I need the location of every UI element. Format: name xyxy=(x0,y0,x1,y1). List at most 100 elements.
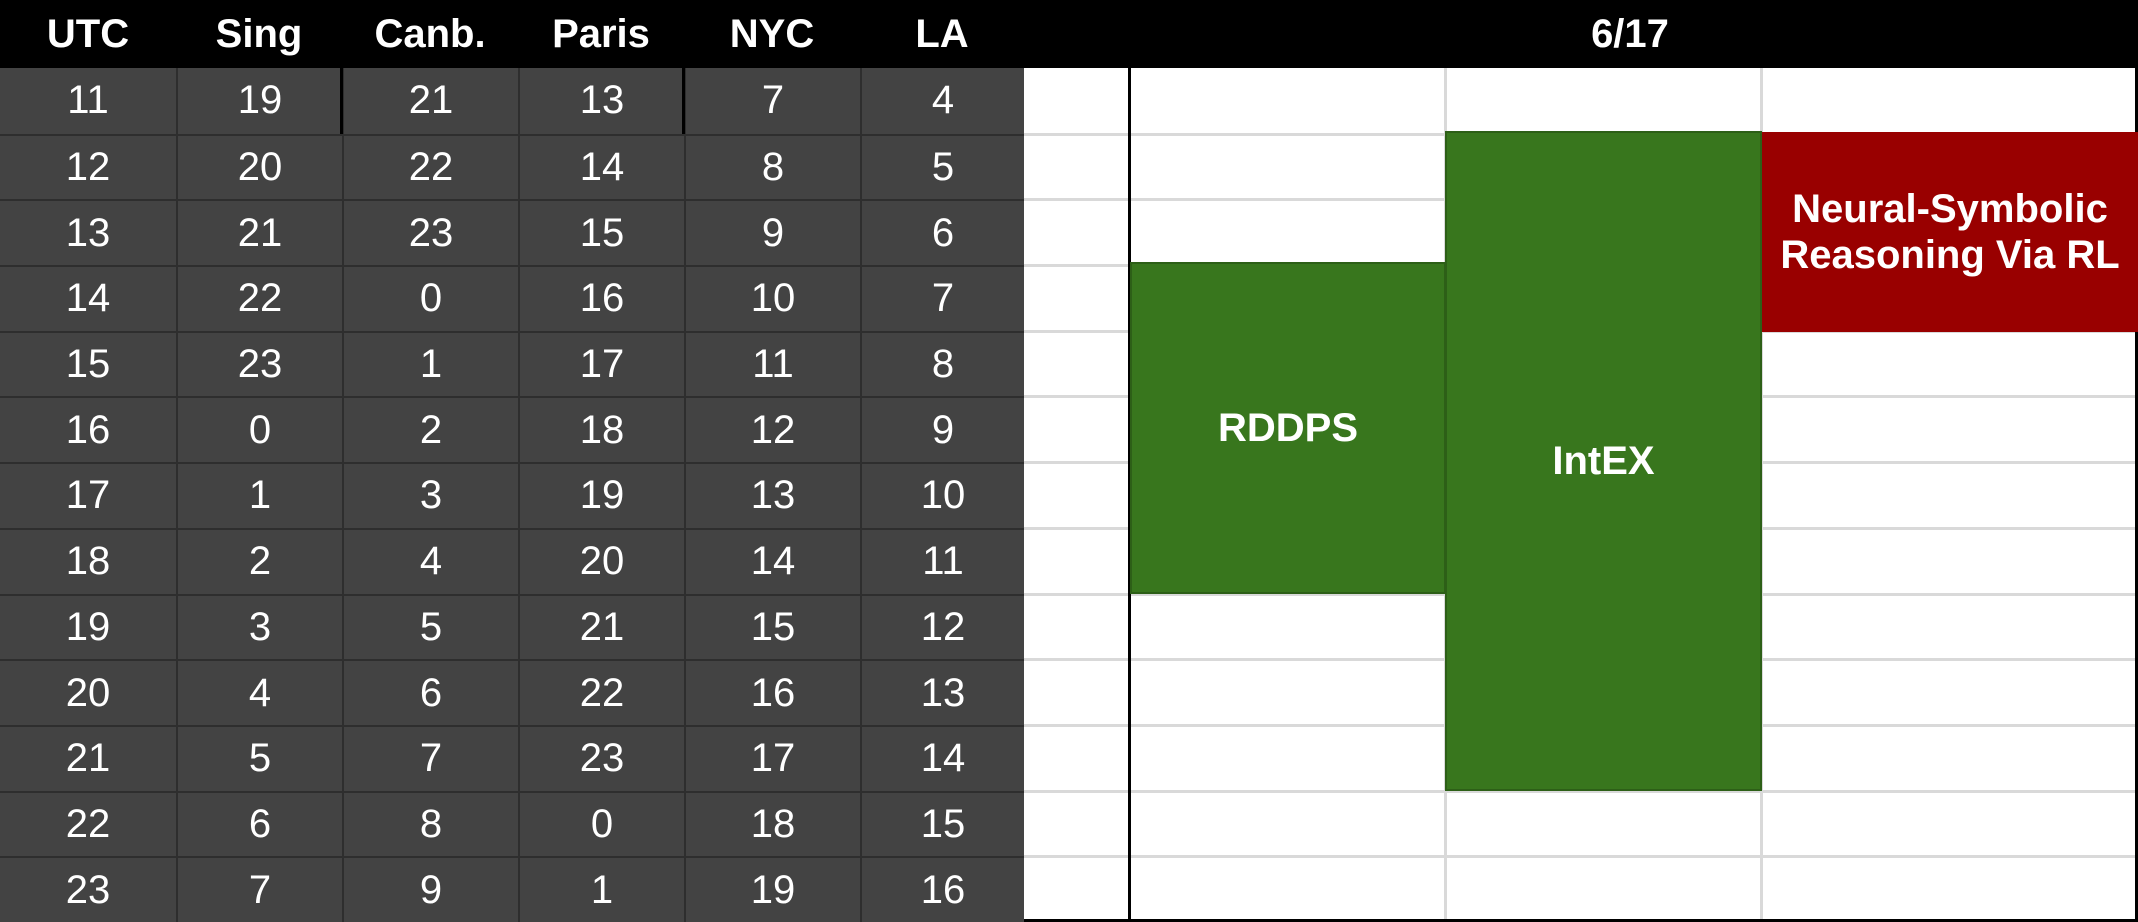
time-row: 17 1 3 19 13 10 xyxy=(0,462,1024,528)
time-cell-paris: 15 xyxy=(518,201,684,266)
session-neural-symbolic-reasoning[interactable]: Neural-Symbolic Reasoning Via RL xyxy=(1762,132,2138,332)
time-cell-la: 10 xyxy=(860,464,1024,528)
time-cell-utc: 16 xyxy=(65,407,111,452)
session-title: IntEX xyxy=(1552,439,1655,483)
header-utc: UTC xyxy=(46,11,130,56)
header-bar: UTC Sing Canb. Paris NYC LA 6/17 xyxy=(0,0,2138,68)
time-cell-nyc: 15 xyxy=(684,595,860,660)
header-canberra: Canb. xyxy=(374,11,486,56)
time-cell-canb: 2 xyxy=(342,398,518,463)
time-cell-utc: 18 xyxy=(65,539,111,584)
time-cell-la: 6 xyxy=(860,201,1024,266)
time-cell-utc: 14 xyxy=(65,276,111,321)
time-cell-paris: 18 xyxy=(518,398,684,463)
time-row: 20 4 6 22 16 13 xyxy=(0,659,1024,725)
time-cell-sing: 20 xyxy=(176,135,342,200)
schedule-divider xyxy=(1128,68,1131,922)
time-cell-la: 4 xyxy=(860,68,1024,134)
time-cell-sing: 19 xyxy=(176,68,342,134)
time-cell-la: 16 xyxy=(860,858,1024,922)
schedule-row-line xyxy=(1024,855,2138,859)
time-cell-la: 15 xyxy=(860,792,1024,857)
time-cell-nyc: 18 xyxy=(684,792,860,857)
time-cell-paris: 13 xyxy=(518,68,684,134)
time-row: 14 22 0 16 10 7 xyxy=(0,265,1024,331)
time-row: 13 21 23 15 9 6 xyxy=(0,199,1024,266)
time-cell-sing: 21 xyxy=(176,201,342,266)
header-la: LA xyxy=(915,11,969,56)
time-cell-utc: 20 xyxy=(65,670,111,715)
time-cell-paris: 16 xyxy=(518,267,684,331)
time-cell-utc: 15 xyxy=(65,342,111,387)
header-date: 6/17 xyxy=(1591,11,1669,56)
header-paris: Paris xyxy=(552,11,650,56)
time-cell-nyc: 13 xyxy=(684,464,860,528)
time-cell-sing: 4 xyxy=(176,661,342,725)
session-intex[interactable]: IntEX xyxy=(1445,131,1762,791)
time-cell-paris: 22 xyxy=(518,661,684,725)
session-title: RDDPS xyxy=(1217,406,1359,450)
time-cell-sing: 7 xyxy=(176,858,342,922)
time-cell-nyc: 17 xyxy=(684,726,860,791)
time-cell-la: 5 xyxy=(860,135,1024,200)
time-cell-canb: 9 xyxy=(342,858,518,922)
time-cell-la: 8 xyxy=(860,332,1024,397)
column-divider xyxy=(340,68,343,134)
time-cell-paris: 0 xyxy=(518,792,684,857)
time-cell-utc: 12 xyxy=(65,145,111,190)
time-row: 11 19 21 13 7 4 xyxy=(0,68,1024,134)
header-sing: Sing xyxy=(215,11,303,56)
time-cell-canb: 0 xyxy=(342,267,518,331)
time-cell-utc: 21 xyxy=(65,736,111,781)
time-cell-la: 11 xyxy=(860,529,1024,594)
time-cell-sing: 3 xyxy=(176,595,342,660)
time-cell-paris: 17 xyxy=(518,332,684,397)
time-cell-utc: 19 xyxy=(65,604,111,649)
time-cell-sing: 6 xyxy=(176,792,342,857)
time-cell-paris: 23 xyxy=(518,726,684,791)
time-cell-la: 12 xyxy=(860,595,1024,660)
time-cell-canb: 21 xyxy=(342,68,518,134)
time-cell-nyc: 14 xyxy=(684,529,860,594)
time-cell-sing: 1 xyxy=(176,464,342,528)
time-cell-canb: 6 xyxy=(342,661,518,725)
time-row: 21 5 7 23 17 14 xyxy=(0,724,1024,791)
time-cell-nyc: 11 xyxy=(684,332,860,397)
session-title: Neural-Symbolic Reasoning Via RL xyxy=(1780,187,2120,277)
time-cell-sing: 23 xyxy=(176,332,342,397)
header-nyc: NYC xyxy=(729,11,815,56)
time-cell-paris: 20 xyxy=(518,529,684,594)
time-cell-canb: 5 xyxy=(342,595,518,660)
time-cell-la: 7 xyxy=(860,267,1024,331)
time-cell-la: 13 xyxy=(860,661,1024,725)
time-cell-la: 9 xyxy=(860,398,1024,463)
time-cell-nyc: 7 xyxy=(684,68,860,134)
time-cell-nyc: 16 xyxy=(684,661,860,725)
time-cell-canb: 22 xyxy=(342,135,518,200)
time-cell-canb: 1 xyxy=(342,332,518,397)
time-cell-sing: 2 xyxy=(176,529,342,594)
session-rddps[interactable]: RDDPS xyxy=(1130,262,1446,594)
time-cell-nyc: 9 xyxy=(684,201,860,266)
time-cell-paris: 14 xyxy=(518,135,684,200)
time-row: 22 6 8 0 18 15 xyxy=(0,790,1024,857)
schedule-grid: RDDPS IntEX Neural-Symbolic Reasoning Vi… xyxy=(1024,68,2138,922)
time-cell-sing: 5 xyxy=(176,726,342,791)
time-cell-canb: 3 xyxy=(342,464,518,528)
time-cell-canb: 8 xyxy=(342,792,518,857)
schedule-frame xyxy=(1024,919,2138,922)
time-row: 18 2 4 20 14 11 xyxy=(0,527,1024,594)
time-row: 16 0 2 18 12 9 xyxy=(0,396,1024,463)
time-cell-utc: 11 xyxy=(67,78,109,123)
time-row: 15 23 1 17 11 8 xyxy=(0,330,1024,397)
schedule-row-line xyxy=(1024,789,2138,793)
timezone-table: 11 19 21 13 7 4 12 20 22 14 8 5 13 21 23 15 9 6 14 22 0 16 10 7… xyxy=(0,68,1024,922)
time-cell-nyc: 19 xyxy=(684,858,860,922)
time-cell-sing: 22 xyxy=(176,267,342,331)
time-cell-la: 14 xyxy=(860,726,1024,791)
time-cell-paris: 21 xyxy=(518,595,684,660)
time-cell-canb: 23 xyxy=(342,201,518,266)
time-cell-canb: 4 xyxy=(342,529,518,594)
time-cell-utc: 17 xyxy=(65,473,111,518)
time-cell-utc: 13 xyxy=(65,210,111,255)
